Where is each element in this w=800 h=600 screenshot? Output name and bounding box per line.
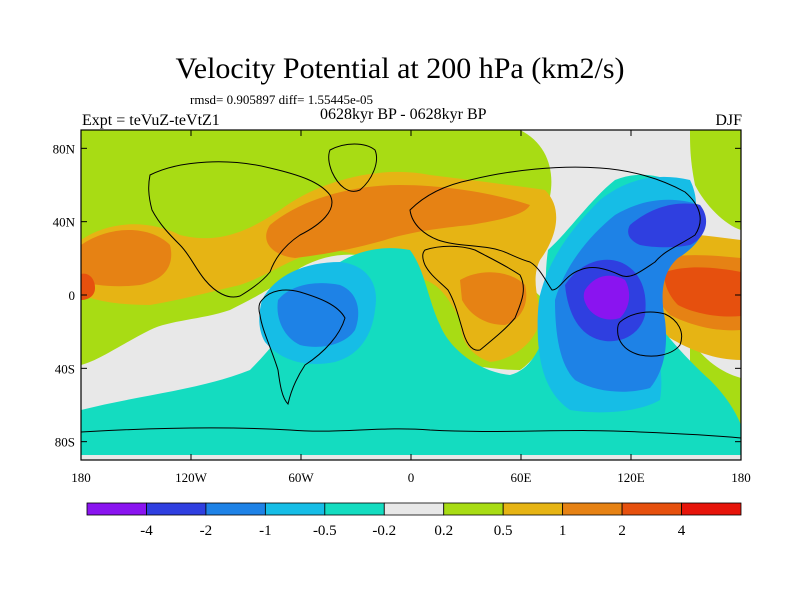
colorbar-label: -2 [200, 523, 213, 539]
coast-africa [422, 245, 524, 351]
colorbar: -4 -2 -1 -0.5 -0.2 0.2 0.5 1 2 4 [86, 502, 742, 539]
season-label: DJF [715, 112, 742, 129]
coast-antarctica [81, 427, 741, 439]
colorbar-swatch [146, 502, 207, 516]
coast-greenland [328, 143, 377, 192]
colorbar-swatch [383, 502, 445, 516]
band-4-wpac [664, 267, 741, 317]
colorbar-label: 1 [559, 523, 567, 539]
period-label: 0628kyr BP - 0628kyr BP [320, 106, 487, 123]
colorbar-swatch [681, 502, 742, 516]
contour-field [81, 130, 741, 460]
y-tick-label: 0 [69, 288, 76, 303]
colorbar-label: -1 [259, 523, 272, 539]
colorbar-label: 0.2 [434, 523, 453, 539]
y-tick-label: 40S [55, 361, 75, 376]
colorbar-swatch [205, 502, 266, 516]
x-tick-label: 120E [617, 470, 645, 485]
y-tick-label: 80N [53, 141, 76, 156]
colorbar-swatch [86, 502, 147, 516]
x-tick-label: 180 [731, 470, 751, 485]
coast-australia [617, 311, 683, 357]
coast-north-america [148, 161, 333, 298]
colorbar-label: 0.5 [494, 523, 513, 539]
coast-europe-asia [409, 166, 701, 291]
colorbar-swatch [443, 502, 504, 516]
x-tick-label: 60E [511, 470, 532, 485]
stats-label: rmsd= 0.905897 diff= 1.55445e-05 [190, 92, 374, 107]
colorbar-label: -0.2 [372, 523, 396, 539]
band-neg-1-samerica [277, 283, 359, 347]
band-4-pacific-west-edge [81, 273, 95, 300]
band-0p2-npacific-east [690, 130, 741, 230]
y-tick-label: 40N [53, 215, 76, 230]
band-neg-2-nwpac [628, 203, 707, 248]
experiment-label: Expt = teVuZ-teVtZ1 [82, 112, 220, 129]
band-neg-4-indopac [583, 275, 630, 320]
axis-ticks: 180 120W 60W 0 60E 120E 180 80N 40N 0 40S 80S [53, 130, 751, 485]
colorbar-label: -0.5 [313, 523, 337, 539]
band-1-africa [460, 272, 527, 325]
band-1-pacific [81, 230, 172, 287]
colorbar-swatch [562, 502, 623, 516]
x-tick-label: 120W [175, 470, 208, 485]
colorbar-swatch [264, 502, 326, 516]
x-tick-label: 0 [408, 470, 415, 485]
x-tick-label: 60W [288, 470, 314, 485]
colorbar-swatch [324, 502, 385, 516]
colorbar-swatch [502, 502, 564, 516]
colorbar-swatch [621, 502, 682, 516]
colorbar-label: 2 [618, 523, 626, 539]
x-tick-label: 180 [71, 470, 91, 485]
y-tick-label: 80S [55, 435, 75, 450]
chart-title: Velocity Potential at 200 hPa (km2/s) [175, 52, 625, 85]
colorbar-label: 4 [678, 523, 686, 539]
colorbar-label: -4 [140, 523, 153, 539]
coastlines [81, 143, 741, 439]
coast-south-america [258, 289, 346, 405]
